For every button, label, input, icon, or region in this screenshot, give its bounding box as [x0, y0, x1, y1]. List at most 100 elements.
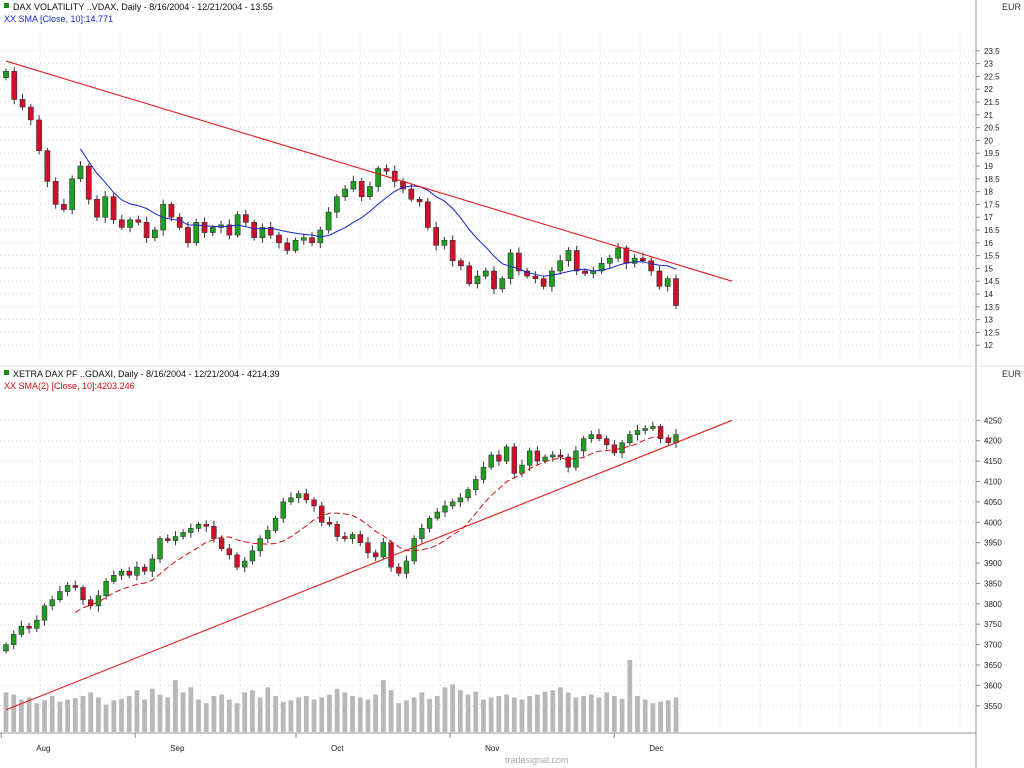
candle-body	[292, 239, 299, 251]
candle-body	[211, 526, 217, 539]
volume-bar	[473, 691, 479, 732]
candle-body	[342, 536, 348, 539]
candle-body	[265, 530, 271, 539]
candle-body	[388, 542, 394, 568]
volume-bar	[219, 694, 225, 732]
volume-bar	[373, 694, 379, 732]
volume-bar	[80, 696, 86, 732]
volume-bar	[542, 691, 548, 732]
candle-body	[365, 542, 371, 554]
candle-body	[251, 222, 258, 238]
volume-bar	[627, 660, 633, 732]
candle-body	[499, 278, 506, 290]
volume-bar	[288, 700, 294, 732]
candle-body	[94, 198, 100, 218]
volume-bar	[142, 699, 148, 732]
volume-bar	[188, 687, 194, 732]
candle-body	[640, 257, 646, 262]
tick-label: 4000	[984, 518, 1002, 527]
candle-body	[357, 534, 363, 543]
candle-body	[526, 450, 533, 466]
candle-body	[126, 570, 132, 576]
candle-body	[243, 214, 249, 223]
tick-label: 4200	[984, 437, 1002, 446]
candle-body	[168, 204, 175, 218]
tick-label: 3650	[984, 661, 1002, 670]
candle-body	[326, 521, 333, 525]
candle-body	[565, 456, 571, 468]
candle-body	[111, 574, 117, 582]
volume-bar	[511, 697, 517, 732]
candle-body	[57, 591, 63, 601]
candle-body	[419, 528, 425, 539]
tick-label: 15.5	[984, 252, 1000, 261]
tick-label: 4050	[984, 498, 1002, 507]
candle-body	[342, 188, 348, 198]
tick-label: 17	[984, 213, 993, 222]
tick-label: 3850	[984, 579, 1002, 588]
tick-label: 3950	[984, 539, 1002, 548]
candle-body	[573, 250, 580, 272]
volume-bar	[319, 697, 325, 732]
candle-body	[550, 454, 556, 458]
top-pane-header: DAX VOLATILITY ..VDAX, Daily - 8/16/2004…	[4, 2, 1022, 24]
volume-bar	[350, 696, 355, 732]
candle-body	[300, 237, 307, 241]
tick-label: 17.5	[984, 200, 1000, 209]
volume-bar	[165, 697, 171, 732]
candle-body	[416, 198, 423, 203]
volume-bar	[388, 690, 394, 732]
candle-body	[642, 428, 648, 431]
volume-bar	[242, 692, 248, 732]
volume-bar	[273, 696, 278, 732]
candle-body	[272, 517, 279, 531]
volume-bar	[265, 687, 271, 732]
candle-body	[69, 178, 76, 210]
candle-body	[648, 260, 655, 272]
volume-bar	[404, 700, 409, 732]
volume-bar	[642, 699, 648, 732]
candle-body	[3, 644, 9, 652]
volume-bar	[327, 694, 332, 732]
volume-bar	[442, 687, 448, 732]
candle-body	[11, 634, 17, 645]
candle-body	[267, 227, 274, 236]
volume-bar	[226, 699, 232, 732]
tick-label: 22.5	[984, 72, 1000, 81]
time-label: Sep	[170, 744, 185, 753]
volume-bar	[65, 699, 70, 732]
bottom-candles	[3, 421, 679, 654]
candle-body	[118, 570, 125, 576]
tick-label: 15	[984, 264, 993, 273]
volume-bar	[650, 703, 656, 732]
candle-body	[41, 605, 48, 621]
candle-body	[141, 566, 148, 572]
candle-body	[664, 278, 671, 287]
volume-bar	[504, 694, 509, 732]
tick-label: 16	[984, 239, 993, 248]
candle-body	[534, 450, 541, 462]
candle-body	[403, 560, 410, 574]
candle-body	[372, 552, 379, 558]
candle-body	[157, 538, 163, 560]
candle-body	[349, 534, 356, 539]
tick-label: 20.5	[984, 124, 1000, 133]
candle-body	[88, 599, 94, 607]
volume-bar	[49, 696, 55, 732]
candle-body	[426, 517, 433, 529]
volume-bar	[434, 696, 440, 732]
candle-body	[288, 497, 294, 503]
candle-body	[72, 585, 78, 588]
candle-body	[18, 625, 25, 635]
volume-bar	[596, 697, 602, 732]
candle-body	[249, 550, 256, 562]
chart-symbol-icon	[4, 3, 9, 8]
top-indicator-label: XX SMA [Close, 10]:14.771	[4, 14, 113, 24]
candle-body	[588, 434, 594, 439]
volume-bar	[465, 694, 471, 732]
bottom-indicator-label: XX SMA(2) [Close, 10]:4203.246	[4, 381, 135, 391]
candle-body	[280, 501, 286, 519]
candle-body	[375, 168, 382, 187]
volume-bar	[296, 697, 302, 732]
candle-body	[496, 454, 502, 462]
